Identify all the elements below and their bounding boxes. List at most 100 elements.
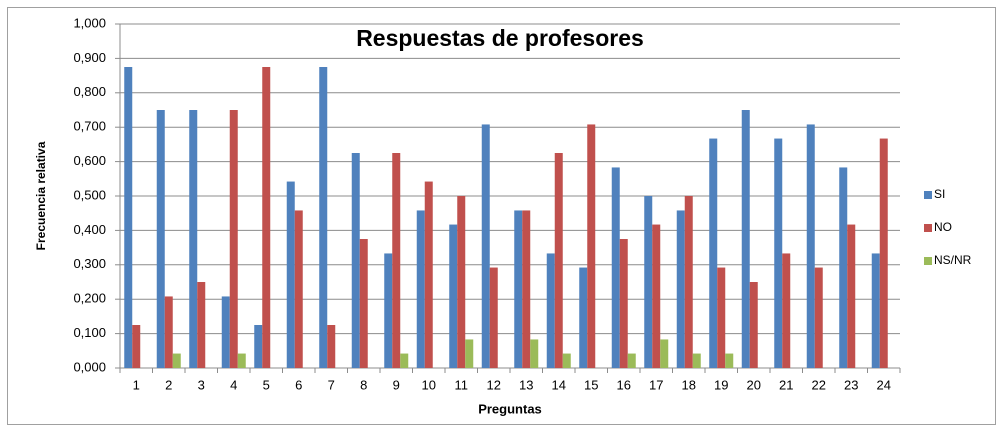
bar <box>327 325 336 368</box>
legend-label: SI <box>934 187 945 201</box>
bar <box>294 210 303 368</box>
bar <box>254 325 263 368</box>
x-tick-label: 3 <box>198 377 205 392</box>
y-tick-label: 0,500 <box>73 187 106 202</box>
x-tick-label: 22 <box>812 377 826 392</box>
bar <box>782 253 791 368</box>
x-tick-label: 4 <box>230 377 237 392</box>
bar <box>847 224 856 368</box>
legend-label: NO <box>934 220 952 234</box>
x-tick-label: 7 <box>328 377 335 392</box>
bar <box>611 167 620 368</box>
bar <box>514 210 523 368</box>
bar <box>546 253 555 368</box>
bar <box>384 253 393 368</box>
x-tick-label: 21 <box>779 377 793 392</box>
x-tick-label: 6 <box>295 377 302 392</box>
bar <box>717 267 726 368</box>
bar <box>221 296 230 368</box>
bar <box>286 181 295 368</box>
x-tick-label: 1 <box>133 377 140 392</box>
chart-title: Respuestas de profesores <box>356 25 644 51</box>
y-tick-label: 0,700 <box>73 119 106 134</box>
bar <box>262 67 271 368</box>
bar <box>644 196 653 368</box>
bar <box>416 210 425 368</box>
y-tick-label: 0,200 <box>73 291 106 306</box>
bar <box>319 67 328 368</box>
bar <box>124 67 133 368</box>
bar <box>741 110 750 368</box>
bar <box>229 110 238 368</box>
bar <box>684 196 693 368</box>
x-tick-label: 5 <box>263 377 270 392</box>
bar <box>619 239 628 368</box>
bar <box>652 224 661 368</box>
x-tick-label: 16 <box>617 377 631 392</box>
bar <box>156 110 165 368</box>
bar <box>465 339 474 368</box>
y-tick-label: 0,400 <box>73 222 106 237</box>
bar <box>164 296 173 368</box>
x-tick-label: 10 <box>422 377 436 392</box>
legend-swatch <box>924 224 932 232</box>
y-tick-label: 0,100 <box>73 325 106 340</box>
x-tick-label: 15 <box>584 377 598 392</box>
bar <box>579 267 588 368</box>
bar <box>692 353 701 368</box>
bar <box>172 353 181 368</box>
bar <box>400 353 409 368</box>
legend-swatch <box>924 191 932 199</box>
bar <box>530 339 539 368</box>
y-tick-label: 0,000 <box>73 359 106 374</box>
x-tick-label: 2 <box>165 377 172 392</box>
bar <box>660 339 669 368</box>
y-tick-label: 0,900 <box>73 50 106 65</box>
bar <box>189 110 198 368</box>
bar <box>237 353 246 368</box>
x-tick-label: 20 <box>747 377 761 392</box>
bar <box>449 224 458 368</box>
bar <box>554 153 563 368</box>
x-tick-label: 24 <box>877 377 891 392</box>
bar <box>457 196 466 368</box>
x-tick-label: 11 <box>455 377 469 392</box>
legend-swatch <box>924 257 932 265</box>
bar <box>879 138 888 368</box>
bar <box>424 181 433 368</box>
bar <box>725 353 734 368</box>
bar <box>522 210 531 368</box>
bar <box>351 153 360 368</box>
bar <box>132 325 141 368</box>
x-tick-label: 9 <box>393 377 400 392</box>
y-tick-label: 1,000 <box>73 15 106 30</box>
x-tick-label: 17 <box>649 377 663 392</box>
y-axis-label: Frecuencia relativa <box>34 141 48 250</box>
bar <box>627 353 636 368</box>
bar <box>749 282 758 368</box>
legend-label: NS/NR <box>934 253 972 267</box>
x-tick-label: 13 <box>519 377 533 392</box>
x-tick-label: 23 <box>844 377 858 392</box>
bar <box>774 138 783 368</box>
bar <box>839 167 848 368</box>
bar <box>709 138 718 368</box>
bar <box>806 124 815 368</box>
bar <box>489 267 498 368</box>
bar <box>814 267 823 368</box>
x-tick-label: 8 <box>360 377 367 392</box>
bar <box>562 353 571 368</box>
x-tick-label: 12 <box>487 377 501 392</box>
x-axis-label: Preguntas <box>478 401 542 416</box>
bar <box>197 282 206 368</box>
bar <box>481 124 490 368</box>
y-tick-label: 0,800 <box>73 84 106 99</box>
y-tick-label: 0,300 <box>73 256 106 271</box>
y-tick-label: 0,600 <box>73 153 106 168</box>
bar <box>871 253 880 368</box>
bar <box>359 239 368 368</box>
x-tick-label: 18 <box>682 377 696 392</box>
bar <box>587 124 596 368</box>
